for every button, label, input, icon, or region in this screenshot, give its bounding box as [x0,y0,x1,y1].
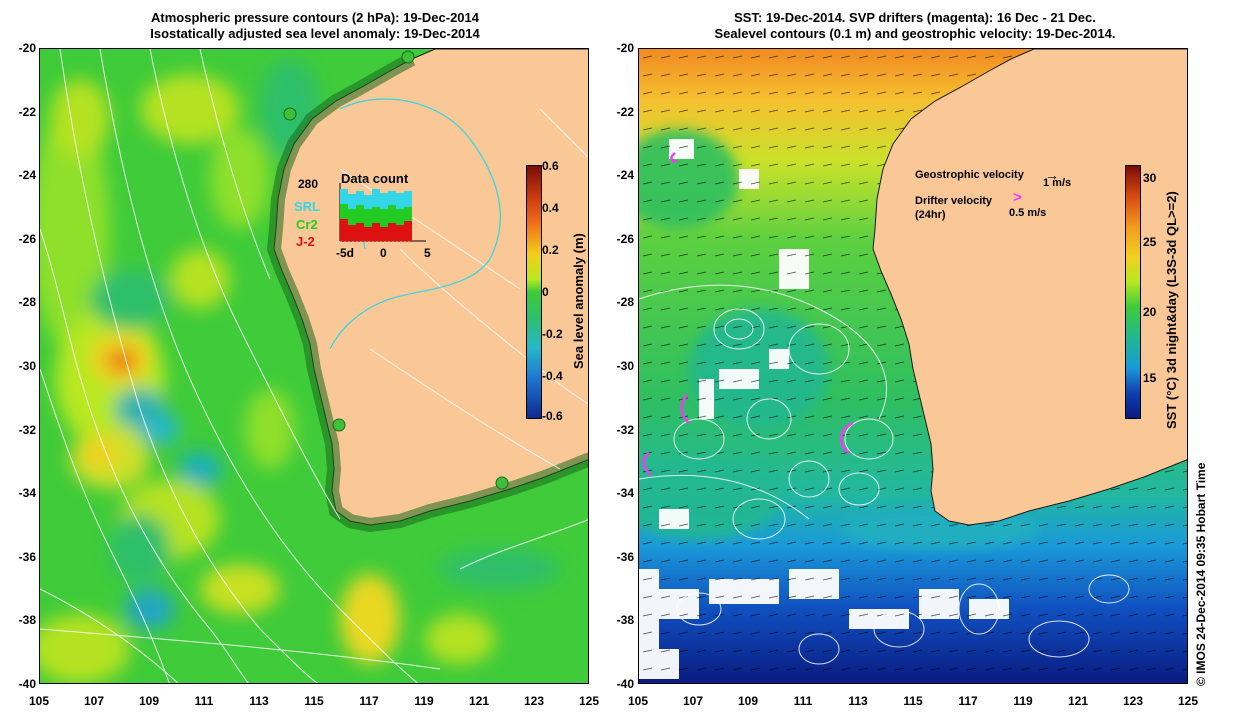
y-tick: -36 [616,550,634,564]
inset-x-tick: 0 [380,246,387,260]
sla-cb-tick: 0.2 [542,243,559,257]
sla-colorbar-label: Sea level anomaly (m) [571,233,586,369]
x-tick: 119 [414,694,434,708]
y-tick: -38 [616,613,634,627]
inset-legend-srl: SRL [294,199,320,214]
x-tick: 125 [1177,694,1199,708]
y-tick: -34 [616,486,634,500]
pressure-contours [40,49,588,683]
x-tick: 107 [83,694,105,708]
y-tick: -22 [616,105,634,119]
sla-cb-tick: 0.4 [542,201,559,215]
x-tick: 125 [578,694,600,708]
sst-cb-tick: 20 [1143,305,1157,319]
y-tick: -30 [616,359,634,373]
sla-cb-tick: 0.6 [542,159,559,173]
sla-cb-tick: -0.4 [542,369,563,383]
histogram-bars [340,189,412,241]
inset-x-tick: 5 [424,246,431,260]
x-tick: 123 [1122,694,1144,708]
x-tick: 115 [903,694,923,708]
x-tick: 113 [249,694,269,708]
x-tick: 121 [468,694,490,708]
y-tick: -22 [18,105,36,119]
x-tick: 111 [194,694,214,708]
x-tick: 117 [359,694,379,708]
x-tick: 121 [1067,694,1089,708]
sla-field [40,59,560,683]
geostrophic-velocity-label: Geostrophic velocity [915,169,1024,181]
sla-cb-tick: 0 [542,285,549,299]
y-tick: -32 [18,423,36,437]
y-tick: -40 [616,677,634,691]
copyright-text: © IMOS 24-Dec-2014 09:35 Hobart Time [1194,462,1208,686]
y-tick: -20 [616,41,634,55]
left-title-line2: Isostatically adjusted sea level anomaly… [150,26,480,41]
x-tick: 105 [28,694,50,708]
sst-cb-tick: 15 [1143,371,1157,385]
sla-cb-tick: -0.2 [542,327,563,341]
sst-colorbar-label: SST (°C) 3d night&day (L3S-3d QL>=2) [1164,191,1179,429]
y-tick: -24 [616,168,634,182]
y-tick: -36 [18,550,36,564]
sla-cb-tick: -0.6 [542,409,563,423]
left-title: Atmospheric pressure contours (2 hPa): 1… [40,10,590,42]
y-tick: -38 [18,613,36,627]
x-tick: 111 [793,694,813,708]
y-tick: -26 [18,232,36,246]
drifter-scale: 0.5 m/s [1009,207,1047,219]
x-tick: 107 [682,694,704,708]
x-tick: 119 [1013,694,1033,708]
y-tick: -28 [18,295,36,309]
x-tick: 113 [848,694,868,708]
sst-cb-tick: 30 [1143,171,1157,185]
australia-land [872,49,1187,526]
x-tick: 117 [958,694,978,708]
y-tick: -40 [18,677,36,691]
right-title-line2: Sealevel contours (0.1 m) and geostrophi… [714,26,1116,41]
drifter-velocity-sublabel: (24hr) [915,209,946,221]
y-tick: -32 [616,423,634,437]
x-tick: 109 [737,694,759,708]
geostrophic-scale: 1 m/s [1043,177,1072,189]
inset-max-count: 280 [298,177,319,191]
inset-title: Data count [341,171,409,186]
data-count-histogram [339,183,426,242]
y-tick: -20 [18,41,36,55]
sst-map[interactable]: Geostrophic velocity → 1 m/s Drifter vel… [638,48,1188,684]
left-title-line1: Atmospheric pressure contours (2 hPa): 1… [151,10,479,25]
inset-x-tick: -5d [336,246,354,260]
sealevel-contours [639,284,1130,665]
y-tick: -28 [616,295,634,309]
x-tick: 115 [304,694,324,708]
inset-legend-j2: J-2 [296,234,315,249]
inset-legend-cr2: Cr2 [296,217,318,232]
drifter-arrow-icon: > [1013,189,1022,206]
right-title: SST: 19-Dec-2014. SVP drifters (magenta)… [640,10,1190,42]
y-tick: -26 [616,232,634,246]
drifter-tracks [642,151,854,476]
y-tick: -24 [18,168,36,182]
x-tick: 109 [138,694,160,708]
right-title-line1: SST: 19-Dec-2014. SVP drifters (magenta)… [734,10,1096,25]
sst-cb-tick: 25 [1143,235,1157,249]
geostrophic-arrow-icon: → [1045,167,1059,183]
x-tick: 123 [523,694,545,708]
y-tick: -34 [18,486,36,500]
sea-level-anomaly-map[interactable]: Data count 280 SRL Cr2 J-2 -5d 0 5 0.6 0… [39,48,589,684]
x-tick: 105 [627,694,649,708]
sla-colorbar [526,165,542,419]
y-tick: -30 [18,359,36,373]
drifter-velocity-label: Drifter velocity [915,195,993,207]
sst-colorbar [1125,165,1141,419]
